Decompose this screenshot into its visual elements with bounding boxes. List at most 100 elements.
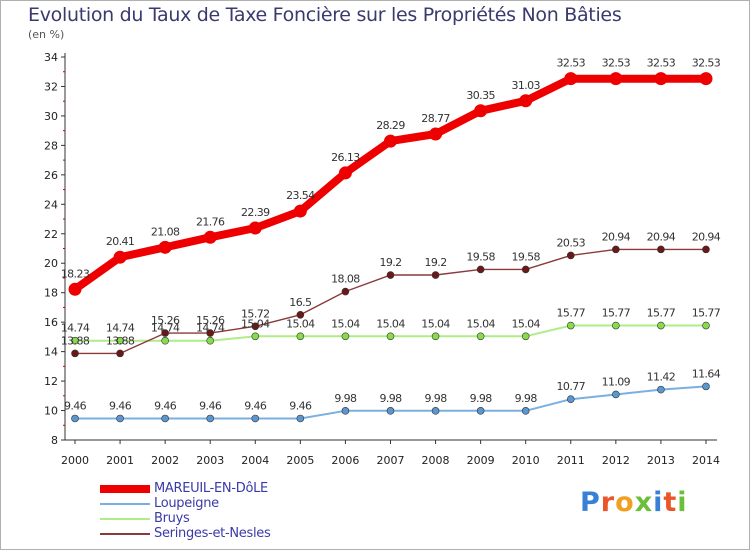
data-label: 9.46: [199, 399, 222, 412]
data-point: [612, 245, 620, 254]
data-label: 15.04: [286, 317, 315, 330]
y-tick-label: 34: [44, 51, 58, 64]
data-label: 20.94: [647, 230, 676, 243]
data-label: 20.41: [106, 235, 135, 248]
y-tick-label: 30: [44, 110, 58, 123]
data-point: [161, 329, 169, 337]
x-tick-label: 2010: [512, 454, 540, 467]
data-point: [251, 322, 260, 331]
data-point: [338, 166, 352, 180]
data-point: [657, 321, 665, 330]
legend-swatch: [100, 485, 150, 493]
y-tick-label: 8: [51, 434, 58, 447]
x-tick-label: 2002: [151, 454, 179, 467]
legend-swatch: [100, 533, 150, 535]
legend-label: Loupeigne: [154, 496, 219, 511]
x-tick-label: 2012: [602, 454, 630, 467]
legend-entry: Bruys: [100, 512, 360, 527]
data-label: 15.77: [557, 307, 586, 320]
proxiti-logo: Proxiti: [580, 487, 688, 518]
data-point: [519, 94, 533, 108]
y-tick-label: 22: [44, 228, 58, 241]
data-label: 14.74: [196, 322, 225, 335]
data-point: [476, 265, 485, 274]
data-point: [116, 414, 124, 423]
chart-legend: MAREUIL-EN-DôLE Loupeigne Bruys Seringes-et…: [100, 482, 360, 542]
legend-swatch: [100, 518, 150, 520]
data-label: 9.46: [289, 399, 312, 412]
data-point: [386, 332, 395, 341]
data-point: [521, 407, 530, 415]
data-point: [293, 204, 307, 218]
data-point: [609, 72, 623, 86]
data-point: [702, 382, 710, 391]
data-label: 15.04: [421, 317, 450, 330]
legend-entry: MAREUIL-EN-DôLE: [100, 482, 360, 497]
legend-entry: Loupeigne: [100, 497, 360, 512]
data-label: 13.88: [106, 334, 135, 347]
x-tick-label: 2001: [106, 454, 134, 467]
data-point: [71, 414, 79, 423]
y-tick-label: 18: [44, 287, 58, 300]
data-label: 11.42: [647, 371, 676, 384]
data-label: 30.35: [466, 89, 495, 102]
data-point: [702, 321, 710, 330]
y-tick-label: 32: [44, 80, 58, 93]
data-label: 22.39: [241, 206, 270, 219]
chart-unit-label: (en %): [28, 28, 65, 41]
y-tick-label: 16: [44, 316, 58, 329]
data-label: 13.88: [61, 334, 90, 347]
x-tick-label: 2013: [647, 454, 675, 467]
legend-swatch: [100, 503, 150, 505]
data-point: [296, 310, 305, 319]
data-point: [206, 414, 215, 423]
data-point: [296, 332, 305, 341]
data-label: 9.98: [379, 392, 402, 405]
data-label: 11.64: [692, 367, 721, 380]
data-point: [386, 271, 395, 279]
data-point: [71, 349, 79, 358]
data-label: 19.58: [466, 250, 495, 263]
data-point: [654, 72, 668, 86]
data-label: 21.76: [196, 215, 225, 228]
data-point: [521, 265, 530, 274]
data-label: 15.26: [196, 314, 225, 327]
chart-title: Evolution du Taux de Taxe Foncière sur l…: [28, 4, 622, 26]
data-point: [702, 245, 710, 254]
data-label: 9.98: [515, 392, 538, 405]
data-point: [566, 251, 575, 260]
data-label: 16.5: [289, 296, 312, 309]
data-point: [113, 250, 127, 264]
x-tick-label: 2006: [331, 454, 359, 467]
x-tick-label: 2005: [286, 454, 314, 467]
data-point: [251, 414, 260, 423]
x-tick-label: 2007: [376, 454, 404, 467]
data-point: [296, 414, 305, 423]
data-label: 9.46: [154, 399, 177, 412]
data-point: [476, 407, 485, 415]
data-label: 15.04: [331, 317, 360, 330]
data-point: [612, 321, 620, 330]
data-label: 32.53: [557, 57, 586, 70]
data-point: [203, 230, 217, 244]
data-label: 28.29: [376, 119, 405, 132]
data-point: [564, 72, 578, 86]
y-tick-label: 14: [44, 346, 58, 359]
x-tick-label: 2014: [692, 454, 720, 467]
chart-data-labels: 18.23 20.41 21.08 21.76 22.39 23.54 26.13 28.29…: [61, 57, 722, 413]
chart-series: [68, 72, 713, 423]
data-label: 32.53: [602, 57, 631, 70]
data-label: 20.94: [602, 230, 631, 243]
data-point: [474, 104, 488, 118]
data-point: [566, 395, 575, 403]
x-tick-label: 2008: [422, 454, 450, 467]
data-label: 19.2: [379, 256, 401, 269]
data-label: 31.03: [511, 79, 540, 92]
x-tick-label: 2003: [196, 454, 224, 467]
y-tick-label: 20: [44, 257, 58, 270]
data-label: 11.09: [602, 375, 631, 388]
legend-label: MAREUIL-EN-DôLE: [154, 481, 268, 496]
x-tick-label: 2011: [557, 454, 585, 467]
data-point: [341, 407, 350, 415]
data-label: 14.74: [61, 322, 90, 335]
